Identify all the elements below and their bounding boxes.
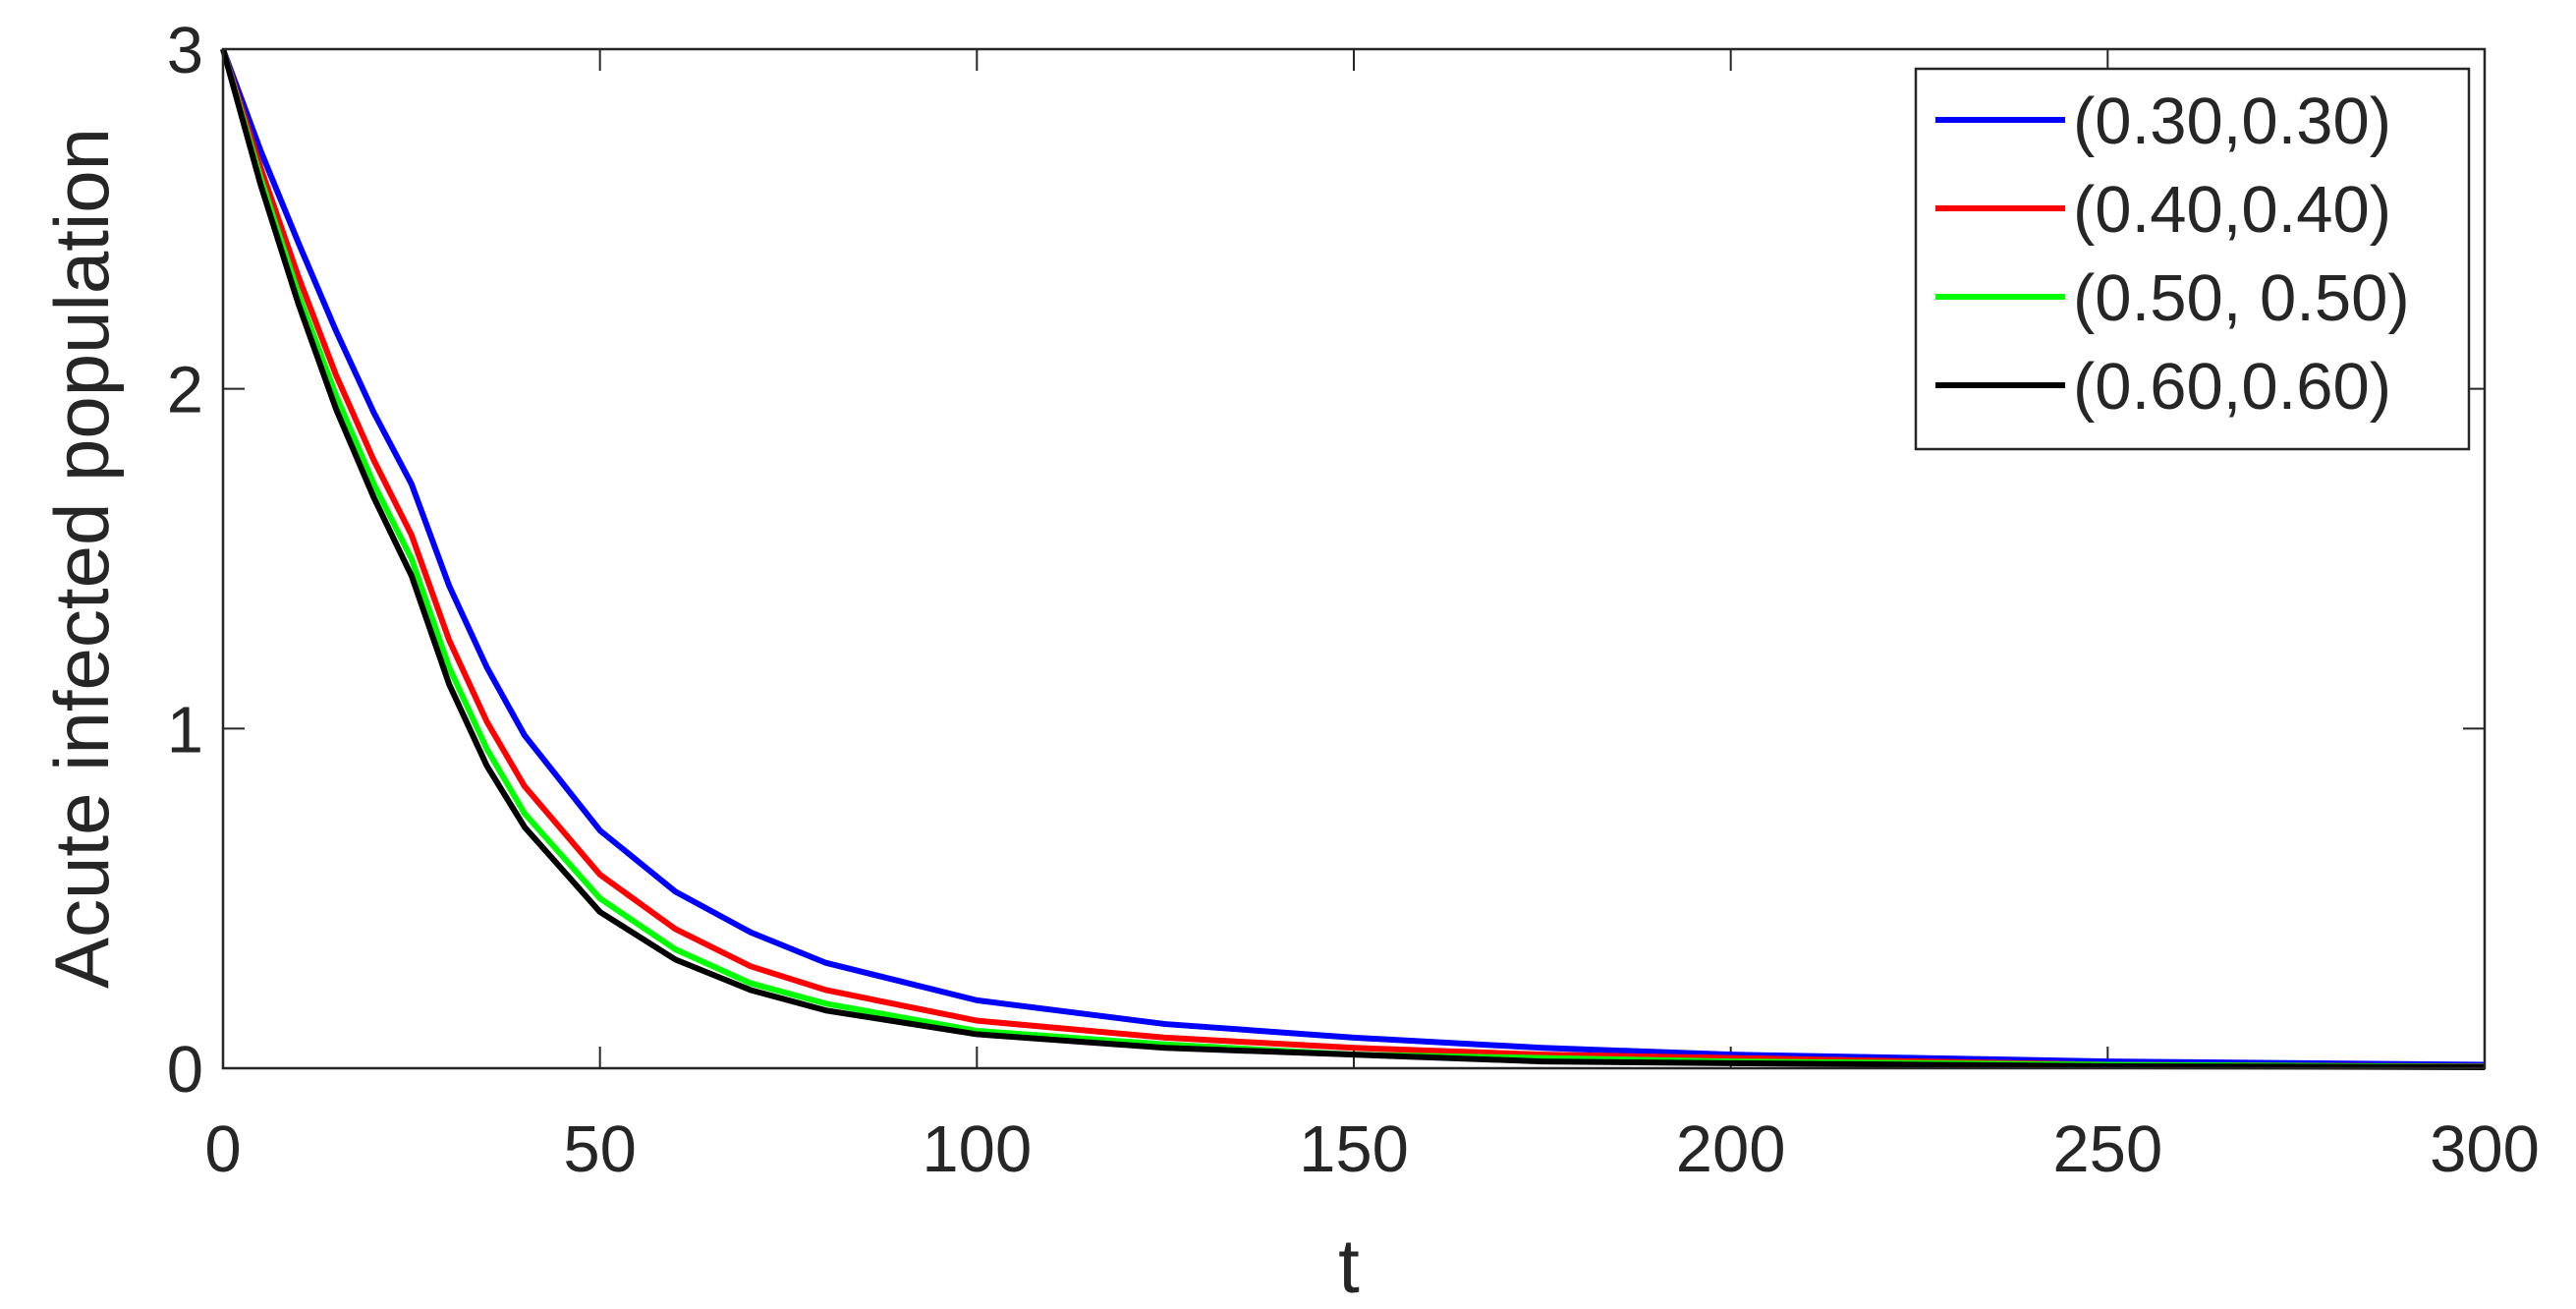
legend: (0.30,0.30) (0.40,0.40) (0.50, 0.50) (0.60,… [1914, 67, 2471, 451]
y-tick-label: 0 [167, 1033, 203, 1107]
legend-label: (0.40,0.40) [2073, 173, 2391, 247]
legend-label: (0.30,0.30) [2073, 85, 2391, 158]
x-tick-label: 50 [563, 1112, 637, 1186]
x-tick-label: 200 [1676, 1112, 1786, 1186]
x-tick-label: 0 [204, 1112, 241, 1186]
plot-frame [221, 47, 2487, 1070]
y-tick-label: 1 [167, 693, 203, 767]
x-tick-label: 100 [922, 1112, 1032, 1186]
series-line [220, 48, 2486, 1070]
legend-label: (0.60,0.60) [2073, 350, 2391, 424]
x-tick-label: 300 [2430, 1112, 2540, 1186]
x-axis-label: t [1338, 1223, 1360, 1309]
legend-label: (0.50, 0.50) [2073, 261, 2410, 335]
y-tick-label: 2 [167, 354, 203, 427]
y-axis-label: Acute infected population [38, 128, 125, 989]
x-tick-label: 150 [1299, 1112, 1409, 1186]
x-tick-label: 250 [2052, 1112, 2162, 1186]
series-line [220, 48, 2486, 1070]
y-tick-label: 3 [167, 14, 203, 87]
series-line [220, 47, 2486, 1068]
